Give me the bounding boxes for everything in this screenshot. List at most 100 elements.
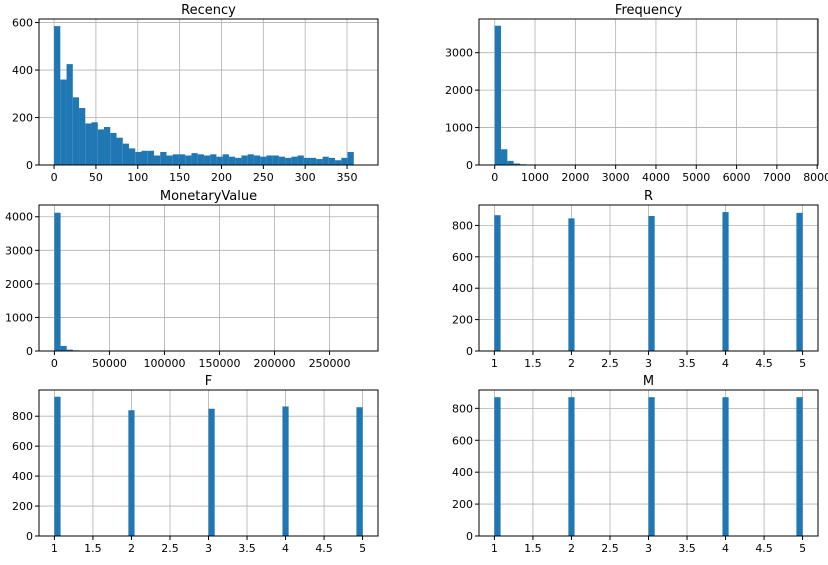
histogram-bar	[247, 154, 254, 165]
y-tick-label: 2000	[445, 84, 473, 97]
histogram-bar	[197, 154, 204, 165]
x-tick-label: 8000	[803, 171, 828, 184]
histogram-bar	[166, 155, 173, 165]
x-tick-label: 3.5	[678, 357, 696, 370]
histogram-bar	[501, 149, 508, 165]
x-tick-label: 1	[51, 542, 58, 555]
x-tick-label: 1	[491, 542, 498, 555]
subplot-title: Frequency	[615, 3, 682, 18]
histogram-bar	[54, 396, 61, 536]
subplot-f: 1 1.5 2 2.5 3 3.5 4 4.5 5 0 200 400 600 800 F	[12, 374, 379, 555]
x-tick-label: 4000	[642, 171, 670, 184]
x-tick-label: 2.5	[601, 357, 619, 370]
histogram-bar	[648, 397, 655, 536]
x-tick-label: 2	[568, 542, 575, 555]
histogram-bar	[128, 410, 135, 536]
histogram-bar	[110, 132, 117, 165]
subplot-m: 1 1.5 2 2.5 3 3.5 4 4.5 5 0 200 400 600 800 M	[452, 374, 819, 555]
y-tick-label: 400	[12, 64, 33, 77]
x-tick-label: 3	[645, 357, 652, 370]
histogram-bar	[282, 406, 289, 536]
x-tick-label: 3.5	[238, 542, 256, 555]
y-tick-label: 3000	[445, 47, 473, 60]
histogram-bar	[272, 155, 279, 165]
histogram-bar	[297, 155, 304, 165]
x-tick-label: 3000	[602, 171, 630, 184]
histogram-bar	[722, 397, 729, 536]
histogram-bar	[303, 157, 311, 165]
histogram-bar	[172, 154, 179, 165]
y-tick-label: 200	[452, 498, 473, 511]
x-tick-label: 100	[127, 171, 148, 184]
x-tick-label: 4	[722, 542, 729, 555]
histogram-bar	[97, 129, 105, 165]
x-tick-label: 0	[51, 171, 58, 184]
histogram-bar	[128, 148, 136, 165]
histogram-bar	[291, 156, 298, 165]
histogram-bar	[85, 123, 92, 165]
histogram-bar	[54, 212, 61, 351]
x-tick-label: 3	[645, 542, 652, 555]
x-tick-label: 4	[722, 357, 729, 370]
histogram-bar	[260, 156, 267, 165]
histogram-bar	[66, 349, 73, 351]
histogram-bar	[54, 26, 61, 166]
x-tick-label: 7000	[763, 171, 791, 184]
x-tick-label: 200	[211, 171, 232, 184]
x-tick-label: 350	[337, 171, 358, 184]
x-tick-label: 2.5	[601, 542, 619, 555]
histogram-bar	[160, 151, 167, 165]
x-tick-label: 1.5	[524, 357, 542, 370]
x-tick-label: 2	[128, 542, 135, 555]
histogram-bar	[104, 127, 111, 165]
histogram-bar	[507, 160, 514, 165]
subplot-title: R	[644, 189, 653, 204]
x-tick-label: 0	[491, 171, 498, 184]
x-tick-label: 1.5	[84, 542, 102, 555]
x-tick-label: 100000	[143, 357, 185, 370]
histogram-bar	[60, 79, 67, 165]
histogram-bar	[210, 154, 217, 165]
y-tick-label: 3000	[5, 244, 33, 257]
histogram-bar	[513, 163, 520, 165]
histogram-bar	[122, 143, 129, 165]
x-tick-label: 1.5	[524, 542, 542, 555]
y-tick-label: 800	[452, 219, 473, 232]
x-tick-label: 4.5	[315, 542, 333, 555]
x-tick-label: 5	[359, 542, 366, 555]
y-tick-label: 800	[452, 402, 473, 415]
subplot-recency: 0 50 100 150 200 250 300 350 0 200 400 600 Recency	[12, 3, 379, 184]
axes-frame	[38, 18, 379, 166]
x-tick-label: 4.5	[755, 542, 773, 555]
y-tick-label: 600	[452, 434, 473, 447]
x-tick-label: 250	[253, 171, 274, 184]
histogram-bar	[216, 156, 223, 165]
y-tick-label: 200	[12, 500, 33, 513]
y-tick-label: 600	[12, 17, 33, 30]
y-tick-label: 4000	[5, 211, 33, 224]
y-tick-label: 800	[12, 410, 33, 423]
histogram-bar	[328, 157, 336, 165]
histogram-bar	[494, 397, 501, 536]
x-tick-label: 2	[568, 357, 575, 370]
x-tick-label: 1000	[521, 171, 549, 184]
x-tick-label: 50	[89, 171, 103, 184]
histogram-bar	[60, 345, 67, 351]
histogram-bar	[335, 160, 342, 165]
subplot-title: Recency	[181, 3, 236, 18]
y-tick-label: 0	[466, 159, 473, 172]
y-tick-label: 0	[466, 345, 473, 358]
x-tick-label: 5	[799, 542, 806, 555]
y-tick-label: 0	[466, 530, 473, 543]
histogram-bar	[147, 150, 154, 165]
histogram-bar	[185, 155, 192, 165]
histogram-bar	[235, 157, 242, 165]
histogram-bar	[91, 122, 98, 165]
histogram-bar	[356, 407, 363, 536]
y-tick-label: 600	[452, 251, 473, 264]
x-tick-label: 250000	[309, 357, 351, 370]
y-tick-label: 1000	[445, 122, 473, 135]
histogram-bar	[222, 154, 229, 165]
histogram-bar	[285, 157, 292, 165]
